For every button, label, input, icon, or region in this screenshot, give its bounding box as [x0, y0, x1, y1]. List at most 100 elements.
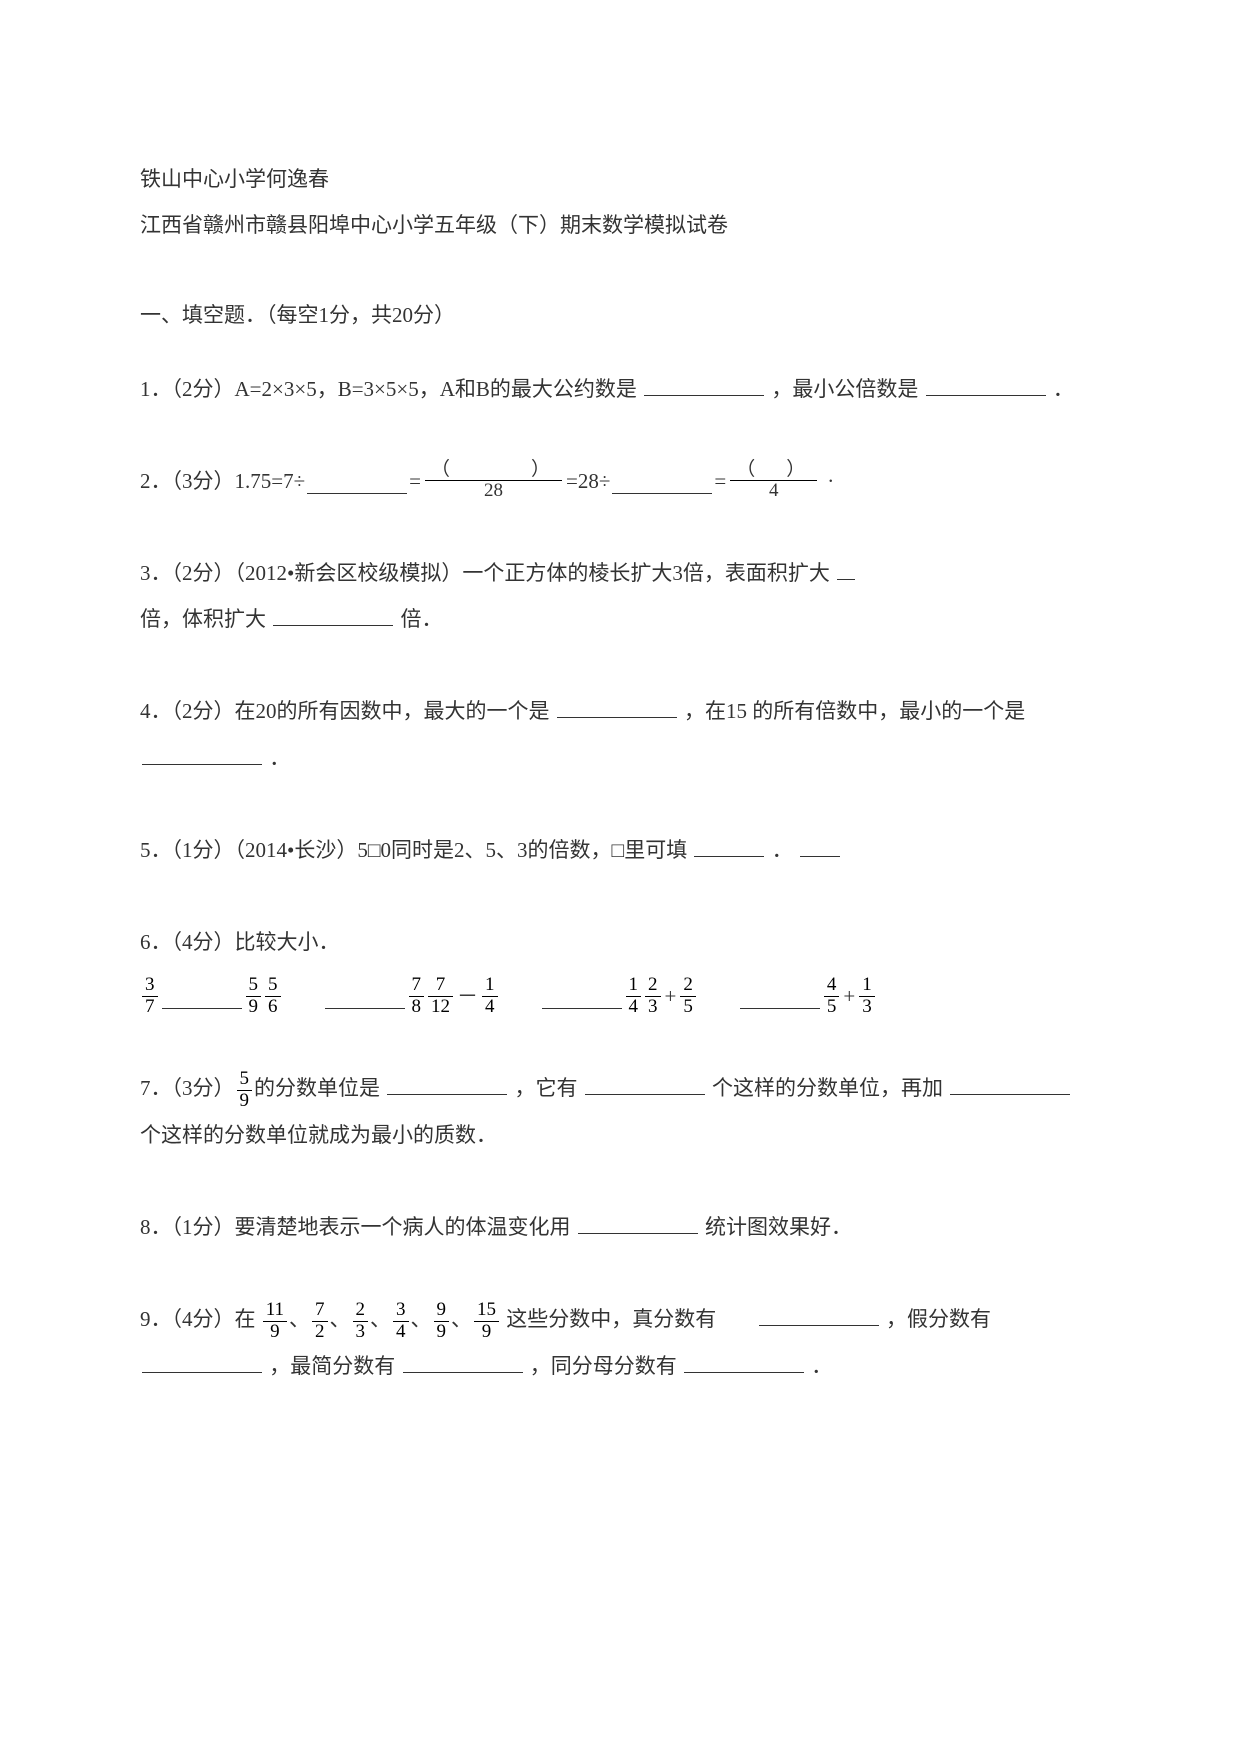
q6-f7: 14	[626, 975, 642, 1018]
q9-frac-0: 119	[263, 1300, 287, 1343]
q9-frac-1-n: 7	[312, 1300, 328, 1322]
exam-title: 江西省赣州市赣县阳埠中心小学五年级（下）期末数学模拟试卷	[140, 206, 1098, 246]
q9-text-f: ．	[811, 1354, 832, 1378]
q3-blank-2[interactable]	[273, 601, 393, 626]
q9-sep-2: 、	[370, 1307, 391, 1331]
school-teacher-line: 铁山中心小学何逸春	[140, 160, 1098, 200]
q9-frac-0-n: 11	[263, 1300, 287, 1322]
q9-blank-3[interactable]	[403, 1348, 523, 1373]
q9-sep-0: 、	[289, 1307, 310, 1331]
q4-blank-1[interactable]	[557, 693, 677, 718]
q9-text-a: 9．（4分）在	[140, 1307, 256, 1331]
q3-text-b: 倍，体积扩大	[140, 607, 266, 631]
q6-heading: 6．（4分）比较大小．	[140, 919, 1098, 965]
q1-text-b: ，最小公倍数是	[771, 377, 918, 401]
q9-sep-3: 、	[411, 1307, 432, 1331]
q6-item-4: 45 + 13	[738, 973, 877, 1019]
q7-text-c: ，它有	[515, 1076, 578, 1100]
q5-text-a: 5．（1分）（2014•长沙）5□0同时是2、5、3的倍数，□里可填	[140, 838, 687, 862]
q7-text-e: 个这样的分数单位就成为最小的质数．	[140, 1123, 497, 1147]
q5-text-b: ．	[772, 838, 793, 862]
q6-f8-d: 3	[645, 997, 661, 1018]
q8-blank-1[interactable]	[578, 1209, 698, 1234]
q7-blank-2[interactable]	[585, 1070, 705, 1095]
q9-frac-2-d: 3	[353, 1322, 369, 1343]
q2-blank-1[interactable]	[307, 468, 407, 493]
question-8: 8．（1分）要清楚地表示一个病人的体温变化用 统计图效果好．	[140, 1204, 1098, 1250]
q6-f10-n: 4	[824, 975, 840, 997]
q5-blank-1[interactable]	[694, 832, 764, 857]
q1-blank-1[interactable]	[644, 370, 764, 395]
q2-blank-2[interactable]	[612, 468, 712, 493]
section1-heading: 一、填空题．（每空1分，共20分）	[140, 296, 1098, 336]
q6-plus: +	[665, 973, 677, 1019]
q6-f8: 23	[645, 975, 661, 1018]
question-2: 2．（3分）1.75=7÷ = （ ） 28 =28÷ = （ ） 4 ·	[140, 458, 1098, 504]
q9-text-b: 这些分数中，真分数有	[506, 1307, 716, 1331]
q6-f8-n: 2	[645, 975, 661, 997]
q6-f3-n: 5	[265, 975, 281, 997]
q6-f7-n: 1	[626, 975, 642, 997]
q3-blank-1[interactable]	[837, 555, 855, 580]
q6-blank-4[interactable]	[740, 984, 820, 1009]
q7-blank-3[interactable]	[950, 1070, 1070, 1095]
q4-blank-2[interactable]	[142, 739, 262, 764]
q1-text-c: ．	[1053, 377, 1074, 401]
q9-frac-3-n: 3	[393, 1300, 409, 1322]
q2-frac1-num[interactable]: （ ）	[425, 460, 562, 482]
q9-frac-4: 99	[434, 1300, 450, 1343]
q6-item-3: 14 23 + 25	[540, 973, 698, 1019]
q6-row: 37 59 56 78 712 － 14 14 23 + 25	[140, 973, 1098, 1019]
q9-blank-2[interactable]	[142, 1348, 262, 1373]
q6-minus: －	[457, 973, 478, 1019]
q2-frac2-num[interactable]: （ ）	[730, 460, 817, 482]
q6-f4: 78	[409, 975, 425, 1018]
question-1: 1．（2分）A=2×3×5，B=3×5×5，A和B的最大公约数是 ，最小公倍数是…	[140, 366, 1098, 412]
q9-text-c: ，假分数有	[886, 1307, 991, 1331]
q7-text-a: 7．（3分）	[140, 1076, 235, 1100]
q6-f6-n: 1	[482, 975, 498, 997]
q2-dot: ·	[827, 458, 834, 504]
q6-f2-n: 5	[246, 975, 262, 997]
q7-frac-n: 5	[237, 1069, 253, 1091]
q6-blank-1[interactable]	[162, 984, 242, 1009]
q6-f11-d: 3	[859, 997, 875, 1018]
q9-blank-4[interactable]	[684, 1348, 804, 1373]
question-3: 3．（2分）（2012•新会区校级模拟）一个正方体的棱长扩大3倍，表面积扩大 倍…	[140, 550, 1098, 642]
q6-f11: 13	[859, 975, 875, 1018]
q6-f5: 712	[428, 975, 453, 1018]
q7-text-d: 个这样的分数单位，再加	[712, 1076, 943, 1100]
q6-blank-3[interactable]	[542, 984, 622, 1009]
q4-text-c: ．	[269, 746, 290, 770]
q9-frac-1: 72	[312, 1300, 328, 1343]
q9-frac-1-d: 2	[312, 1322, 328, 1343]
q9-frac-3: 34	[393, 1300, 409, 1343]
q1-blank-2[interactable]	[926, 370, 1046, 395]
q4-text-a: 4．（2分）在20的所有因数中，最大的一个是	[140, 699, 550, 723]
q1-text-a: 1．（2分）A=2×3×5，B=3×5×5，A和B的最大公约数是	[140, 377, 637, 401]
q9-frac-2: 23	[353, 1300, 369, 1343]
q2-frac-2: （ ） 4	[730, 460, 817, 503]
q5-blank-2[interactable]	[800, 832, 840, 857]
question-6: 6．（4分）比较大小． 37 59 56 78 712 － 14 14 23 +…	[140, 919, 1098, 1019]
q9-blank-1[interactable]	[759, 1301, 879, 1326]
q7-frac-d: 9	[237, 1091, 253, 1112]
q9-frac-5-n: 15	[474, 1300, 499, 1322]
q6-blank-2[interactable]	[325, 984, 405, 1009]
q9-sep-1: 、	[330, 1307, 351, 1331]
q7-blank-1[interactable]	[387, 1070, 507, 1095]
q6-f9-n: 2	[680, 975, 696, 997]
q6-f7-d: 4	[626, 997, 642, 1018]
q6-plus-2: +	[843, 973, 855, 1019]
q9-frac-5-d: 9	[474, 1322, 499, 1343]
q6-f1: 37	[142, 975, 158, 1018]
exam-page: 铁山中心小学何逸春 江西省赣州市赣县阳埠中心小学五年级（下）期末数学模拟试卷 一…	[0, 0, 1238, 1515]
q9-frac-4-n: 9	[434, 1300, 450, 1322]
q2-frac2-den: 4	[730, 481, 817, 502]
q6-f2-d: 9	[246, 997, 262, 1018]
q2-frac1-den: 28	[425, 481, 562, 502]
q9-frac-2-n: 2	[353, 1300, 369, 1322]
q6-f1-d: 7	[142, 997, 158, 1018]
question-7: 7．（3分）59的分数单位是 ，它有 个这样的分数单位，再加 个这样的分数单位就…	[140, 1065, 1098, 1158]
q6-f5-n: 7	[428, 975, 453, 997]
